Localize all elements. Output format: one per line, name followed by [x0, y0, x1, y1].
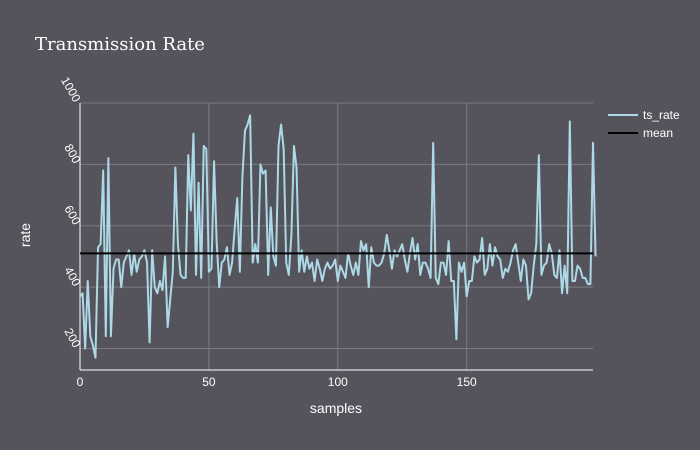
grid [80, 102, 593, 370]
x-tick-label: 150 [457, 375, 477, 389]
x-tick-label: 50 [202, 375, 216, 389]
series-layer [79, 114, 597, 359]
legend-item-ts-rate[interactable]: ts_rate [608, 108, 680, 122]
legend: ts_rate mean [608, 108, 680, 140]
x-tick-label: 0 [77, 375, 84, 389]
legend-item-mean[interactable]: mean [608, 126, 673, 140]
legend-label-ts-rate: ts_rate [643, 108, 680, 122]
series-line-ts-rate[interactable] [79, 114, 597, 359]
chart-title: Transmission Rate [35, 34, 205, 55]
x-tick-label: 100 [328, 375, 348, 389]
x-axis-title: samples [310, 400, 362, 416]
y-axis-title: rate [17, 223, 33, 247]
legend-label-mean: mean [643, 126, 673, 140]
